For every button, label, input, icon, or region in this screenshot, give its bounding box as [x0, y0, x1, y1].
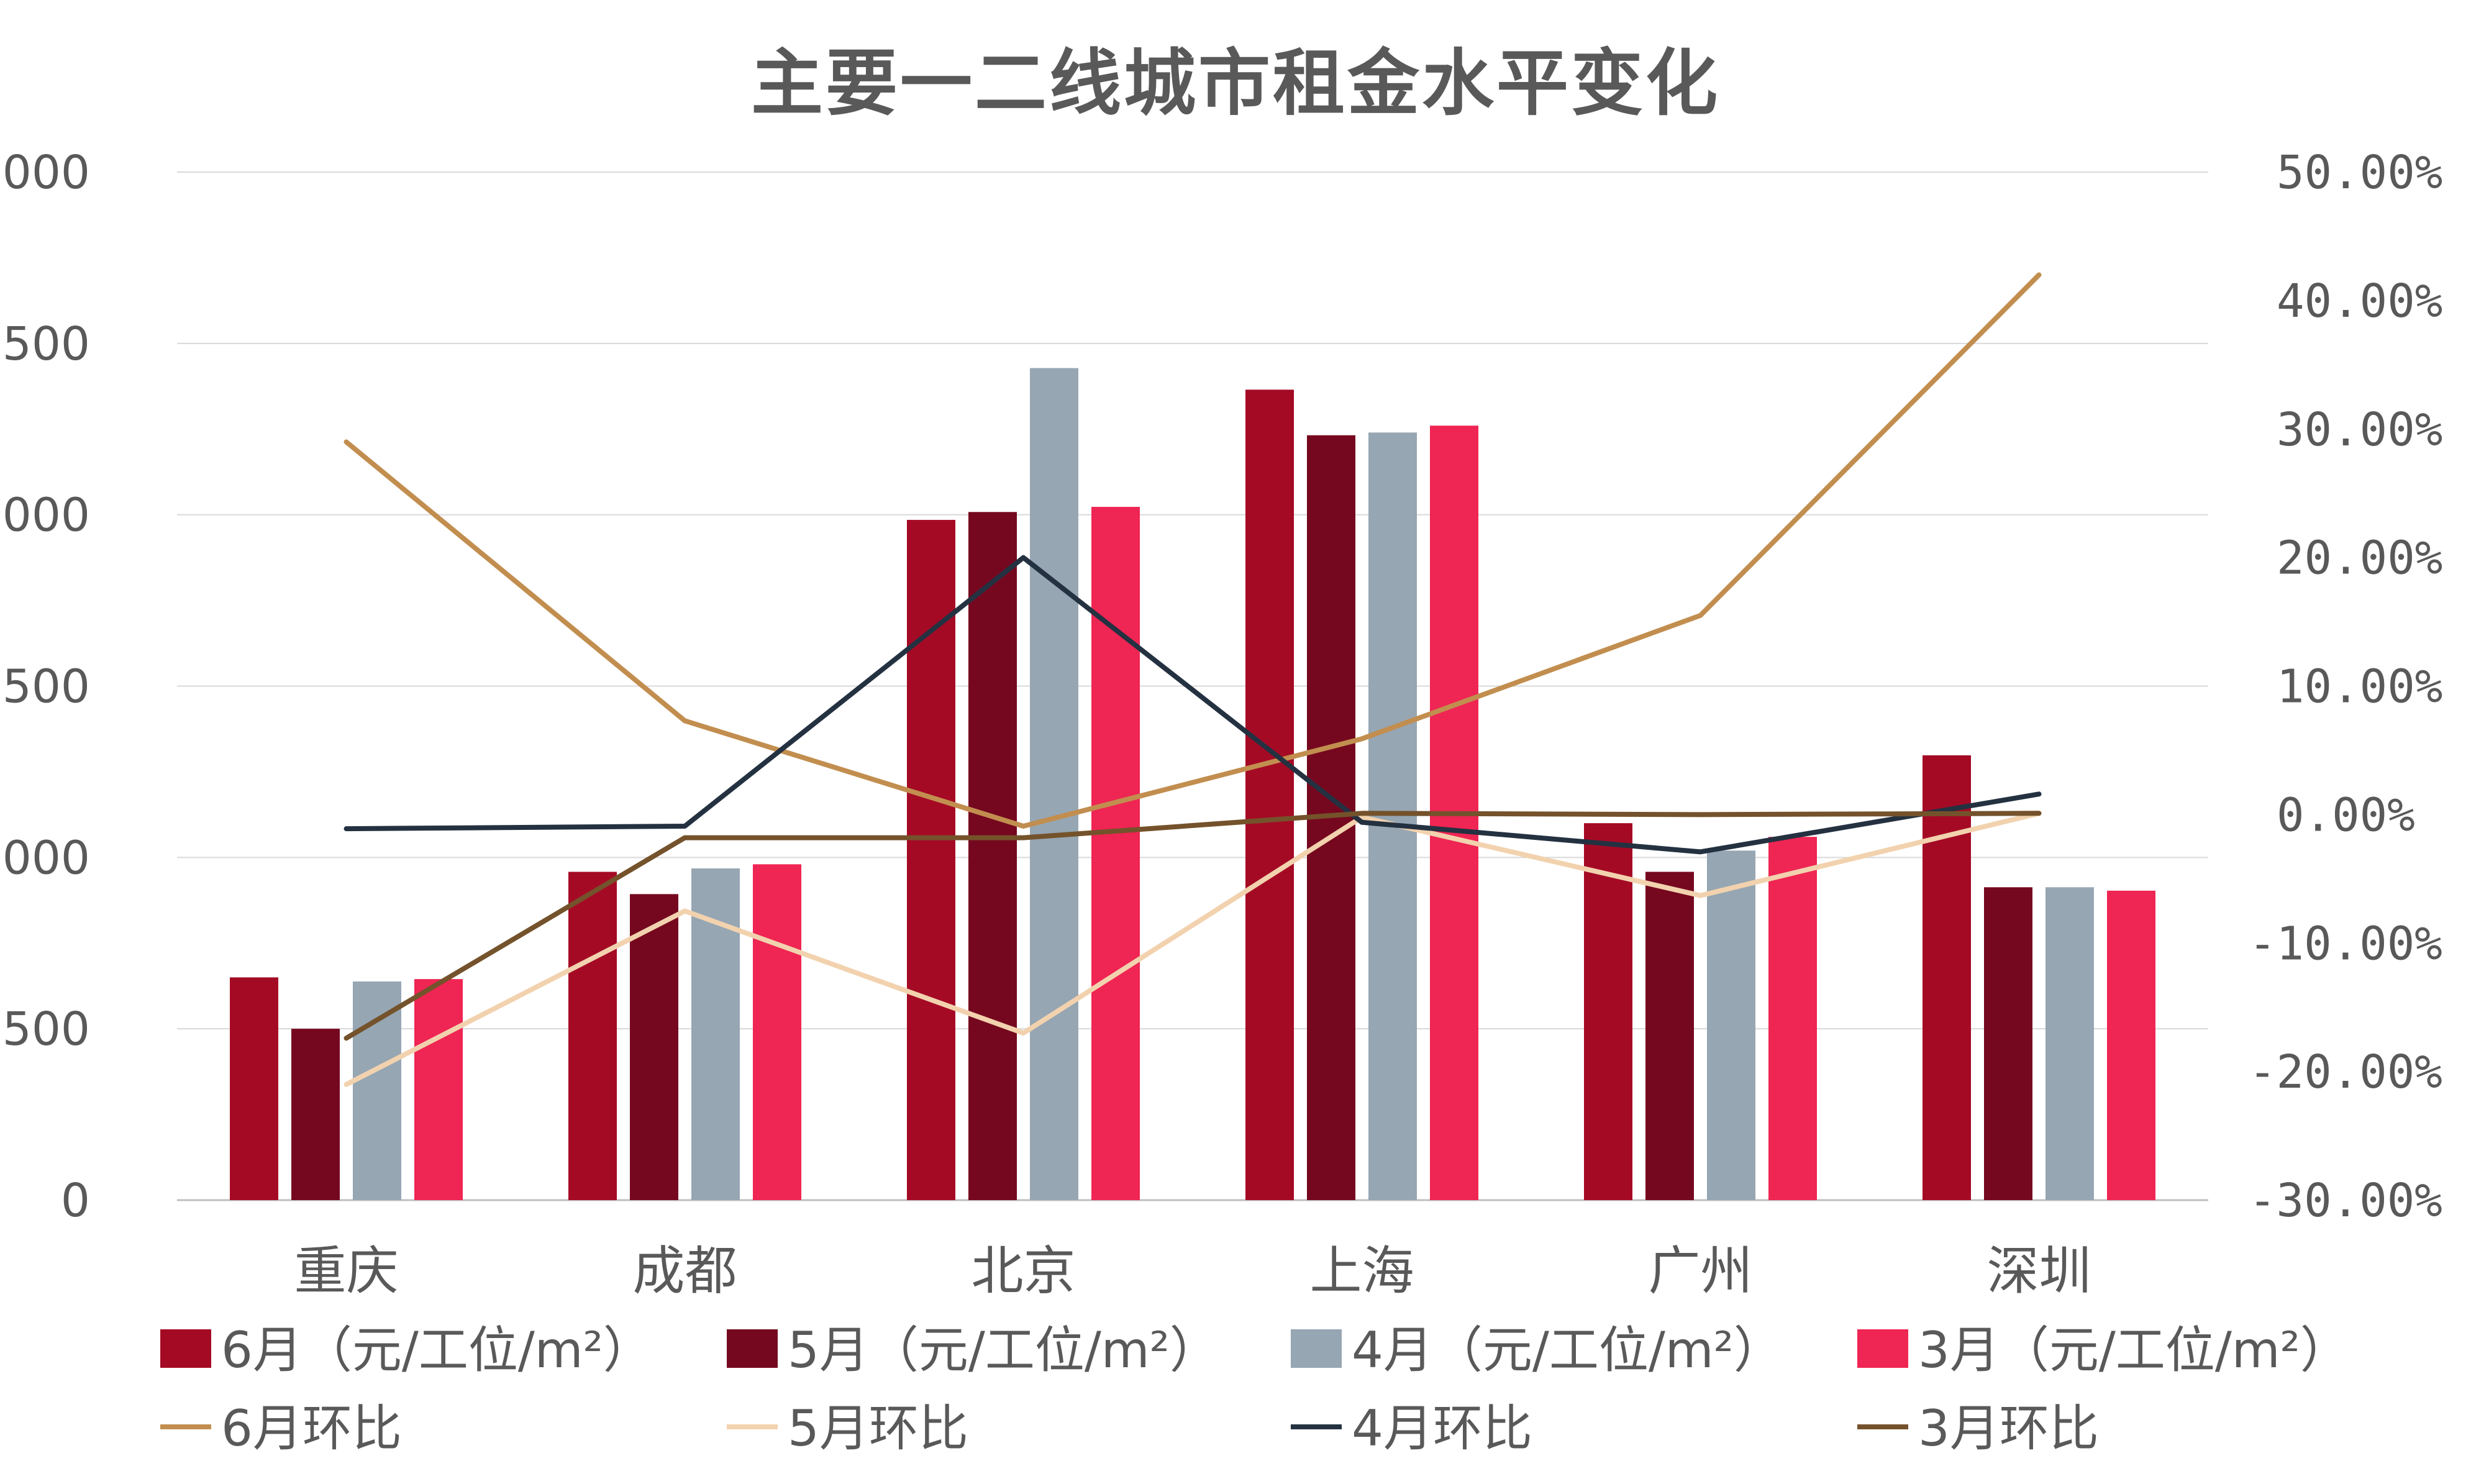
bar: [1584, 823, 1632, 1200]
legend-swatch: [1291, 1329, 1342, 1368]
legend-swatch: [1857, 1329, 1908, 1368]
legend-label: 5月（元/工位/m²）: [788, 1321, 1219, 1379]
y-left-tick-label: 3000: [0, 146, 90, 199]
y-right-tick-label: 10.00%: [2277, 660, 2442, 714]
legend-label: 5月环比: [788, 1400, 968, 1457]
axes: 0 500 1000 1500 2000 2500 3000 -30.00% -20.00% -1…: [0, 146, 2442, 1301]
bar: [2107, 890, 2155, 1200]
x-category-label: 重庆: [294, 1240, 398, 1301]
bar: [1368, 432, 1417, 1201]
bar: [630, 894, 678, 1200]
y-right-tick-label: 40.00%: [2277, 275, 2442, 328]
gridlines: [177, 171, 2208, 1201]
series-line: [344, 272, 2042, 829]
legend-swatch: [727, 1329, 778, 1368]
legend-label: 3月环比: [1918, 1400, 2099, 1457]
legend-swatch: [160, 1329, 211, 1368]
y-left-tick-label: 1000: [0, 831, 90, 885]
y-right-tick-label: -10.00%: [2249, 917, 2442, 970]
y-right-tick-label: 30.00%: [2277, 403, 2442, 457]
legend-label: 3月（元/工位/m²）: [1918, 1321, 2350, 1379]
legend-label: 6月（元/工位/m²）: [221, 1321, 653, 1379]
bar: [968, 512, 1017, 1200]
bar: [1645, 872, 1694, 1200]
bar: [1245, 389, 1294, 1200]
x-category-label: 上海: [1309, 1240, 1414, 1301]
legend-label: 4月（元/工位/m²）: [1352, 1321, 1783, 1379]
x-category-label: 深圳: [1986, 1240, 2091, 1301]
legend-label: 6月环比: [221, 1400, 402, 1457]
bar: [291, 1029, 340, 1200]
bar: [414, 979, 463, 1200]
y-right-tick-label: 50.00%: [2277, 146, 2442, 199]
bar: [1030, 368, 1078, 1200]
bar: [230, 977, 278, 1200]
legend: 6月（元/工位/m²） 5月（元/工位/m²） 4月（元/工位/m²） 3月（元/工位…: [160, 1321, 2350, 1457]
y-left-tick-label: 0: [61, 1174, 90, 1227]
x-category-label: 北京: [971, 1240, 1075, 1301]
bar: [1768, 837, 1817, 1200]
bar: [753, 864, 801, 1200]
x-category-label: 成都: [632, 1240, 737, 1301]
series-line: [344, 555, 2042, 855]
y-right-tick-label: -30.00%: [2249, 1174, 2442, 1227]
series-line: [344, 811, 2042, 1041]
y-right-tick-label: 0.00%: [2277, 788, 2415, 842]
y-left-tick-label: 500: [2, 1003, 90, 1056]
bar: [1984, 887, 2032, 1200]
y-right-tick-label: -20.00%: [2249, 1045, 2442, 1099]
y-left-tick-label: 2000: [0, 489, 90, 542]
bar: [353, 981, 401, 1200]
bar: [907, 519, 955, 1200]
bar: [1091, 506, 1140, 1201]
y-left-tick-label: 1500: [0, 660, 90, 714]
chart-title: 主要一二线城市租金水平变化: [751, 42, 1720, 125]
series-line: [344, 811, 2042, 1087]
y-right-tick-label: 20.00%: [2277, 532, 2442, 585]
bar: [1923, 755, 1971, 1200]
legend-label: 4月环比: [1352, 1400, 1532, 1457]
bar: [568, 872, 617, 1200]
y-left-tick-label: 2500: [0, 317, 90, 371]
bar: [1707, 850, 1755, 1200]
bar: [2046, 887, 2094, 1200]
x-category-label: 广州: [1648, 1240, 1752, 1301]
line-series: [344, 272, 2042, 1087]
